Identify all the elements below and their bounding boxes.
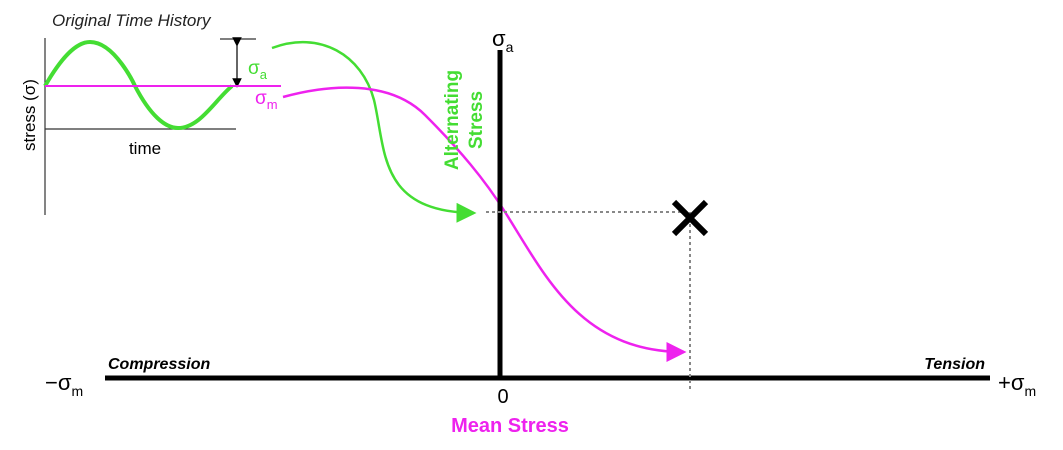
subscript: m <box>71 383 83 399</box>
subscript: m <box>267 97 278 112</box>
amp-label: σa <box>248 58 268 82</box>
x-title: Mean Stress <box>451 415 569 437</box>
subscript: a <box>260 67 268 82</box>
y-title-line: Alternating <box>442 70 463 170</box>
symbol: σ <box>492 26 506 51</box>
amplitude-curve <box>271 40 477 223</box>
y-title-line: Stress <box>466 91 487 149</box>
right-label: +σm <box>998 370 1036 399</box>
inset-y-label: stress (σ) <box>20 79 39 151</box>
symbol: σ <box>248 58 260 79</box>
mean-label: σm <box>255 88 278 112</box>
left-label: −σm <box>45 370 83 399</box>
symbol: +σ <box>998 370 1025 395</box>
symbol: σ <box>255 88 267 109</box>
subscript: m <box>1024 383 1036 399</box>
mean-curve <box>282 86 687 362</box>
inset-x-label: time <box>129 139 161 158</box>
origin-label: 0 <box>497 386 508 408</box>
right-region: Tension <box>924 356 985 373</box>
point-marker <box>671 199 709 237</box>
y-title: Alternating Stress <box>442 70 487 170</box>
subscript: a <box>506 39 514 55</box>
inset-title: Original Time History <box>52 11 212 30</box>
symbol: −σ <box>45 370 72 395</box>
y-axis-label: σa <box>492 26 514 55</box>
left-region: Compression <box>108 356 210 373</box>
